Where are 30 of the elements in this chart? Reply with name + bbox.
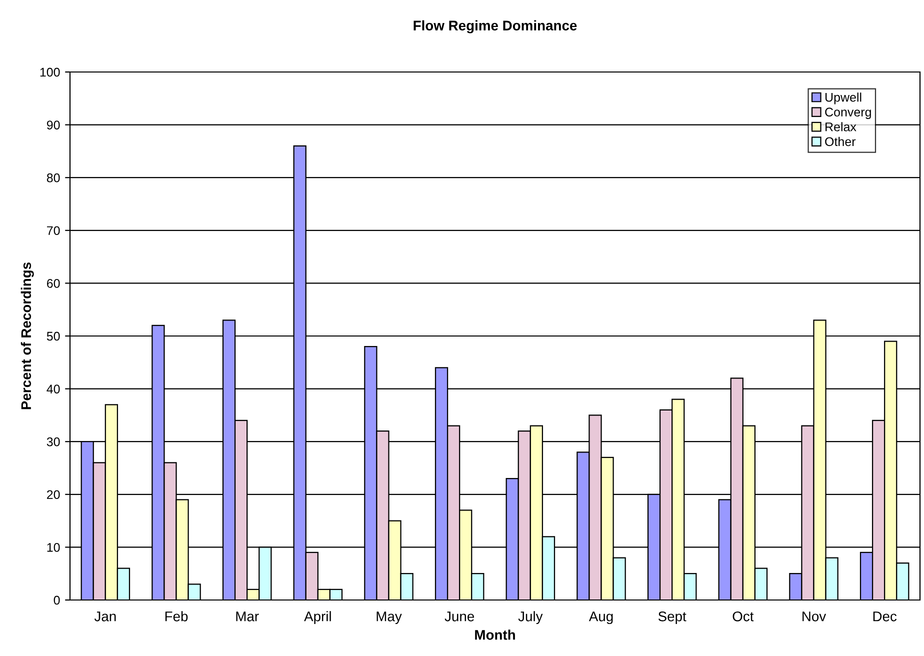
chart-title: Flow Regime Dominance <box>414 20 577 34</box>
x-tick-label: Aug <box>588 612 613 624</box>
y-tick-label: 100 <box>40 68 60 77</box>
y-tick-label: 30 <box>46 437 60 446</box>
x-axis-title: Month <box>475 630 515 640</box>
legend-label: Relax <box>826 122 856 132</box>
x-tick-label: Jan <box>94 612 116 622</box>
x-tick-label: July <box>518 611 543 624</box>
y-tick-label: 10 <box>47 543 60 552</box>
y-axis-title: Percent of Recordings <box>20 262 34 410</box>
y-tick-label: 50 <box>46 332 60 341</box>
y-tick-label: 60 <box>47 279 60 288</box>
legend-label: Upwell <box>825 92 862 104</box>
y-tick-label: 70 <box>47 226 60 236</box>
y-tick-label: 90 <box>46 120 60 130</box>
legend-label: Other <box>825 136 856 146</box>
legend-label: Converg <box>825 108 871 119</box>
x-tick-label: April <box>304 611 331 624</box>
x-tick-label: May <box>376 612 402 624</box>
y-tick-label: 80 <box>46 173 60 182</box>
x-tick-label: Nov <box>802 612 826 622</box>
x-tick-label: Sept <box>658 611 686 624</box>
x-tick-label: June <box>444 612 474 622</box>
x-tick-label: Oct <box>732 611 754 622</box>
y-tick-label: 20 <box>47 490 60 500</box>
y-tick-label: 40 <box>46 384 60 394</box>
x-tick-label: Dec <box>873 612 897 622</box>
x-tick-label: Feb <box>165 611 188 622</box>
y-tick-label: 0 <box>54 596 60 605</box>
x-tick-label: Mar <box>236 612 259 622</box>
